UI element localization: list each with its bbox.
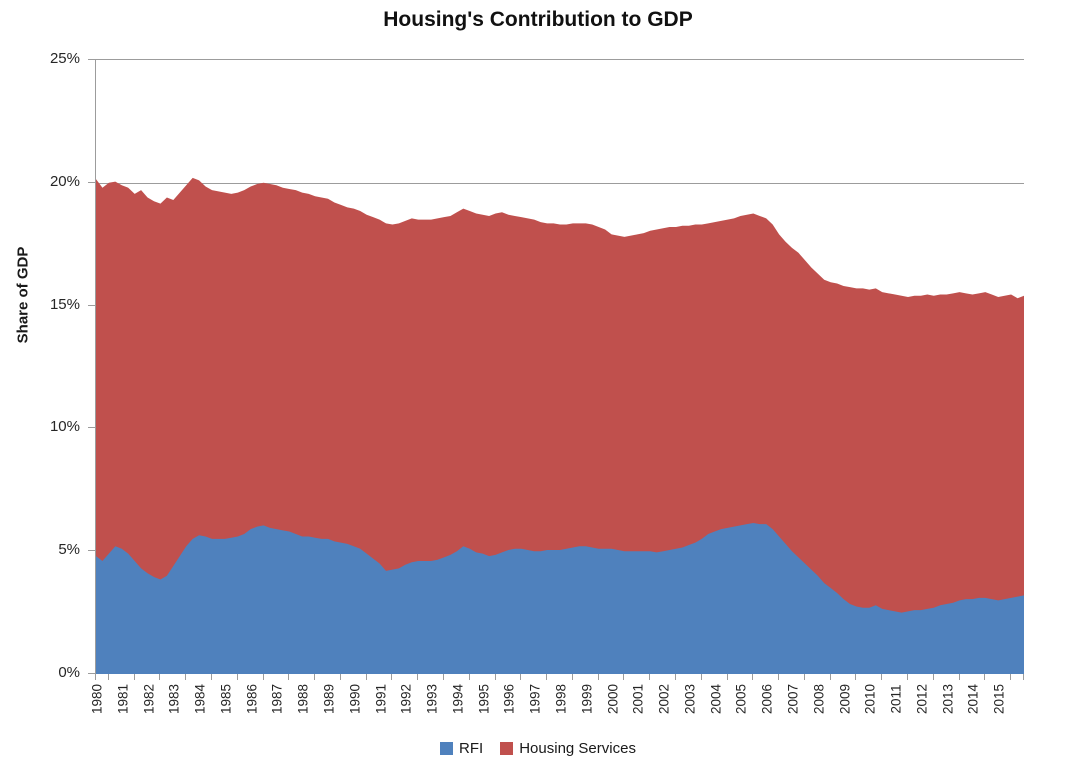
y-tick <box>88 59 95 60</box>
x-tick <box>314 674 316 680</box>
x-tick-label-1989: 1989 <box>321 683 337 715</box>
x-tick <box>494 674 496 680</box>
x-tick-label-2007: 2007 <box>785 683 801 715</box>
x-tick <box>133 674 135 680</box>
x-tick-label-1980: 1980 <box>89 683 105 715</box>
x-tick-label-1994: 1994 <box>450 683 466 715</box>
plot-area <box>95 59 1024 674</box>
chart-title: Housing's Contribution to GDP <box>383 8 693 31</box>
x-tick <box>159 674 161 680</box>
x-tick <box>855 674 857 680</box>
x-tick <box>958 674 960 680</box>
y-tick-label-10pct: 10% <box>49 418 80 436</box>
legend: RFI Housing Services <box>0 738 1076 758</box>
x-tick <box>623 674 625 680</box>
x-tick-label-2003: 2003 <box>682 683 698 715</box>
x-tick <box>262 674 264 680</box>
x-tick-label-2015: 2015 <box>991 683 1007 715</box>
x-tick-label-1999: 1999 <box>579 683 595 715</box>
y-tick <box>88 427 95 429</box>
x-tick <box>288 674 290 680</box>
x-tick <box>546 674 548 680</box>
x-tick-label-1988: 1988 <box>295 683 311 715</box>
legend-label: RFI <box>459 739 484 757</box>
legend-swatch-rfi <box>440 741 454 755</box>
gridline-20pct <box>96 182 1024 184</box>
x-tick <box>597 674 599 680</box>
x-tick-label-2010: 2010 <box>862 683 878 715</box>
x-tick-label-2013: 2013 <box>940 683 956 715</box>
x-tick-label-2014: 2014 <box>965 683 981 715</box>
y-tick <box>88 181 95 183</box>
x-tick-label-2000: 2000 <box>605 683 621 715</box>
x-tick <box>778 674 780 680</box>
x-tick <box>236 674 238 680</box>
x-tick <box>365 674 367 680</box>
x-tick-label-2012: 2012 <box>914 683 930 715</box>
x-tick <box>1023 674 1024 680</box>
x-tick <box>675 674 676 680</box>
legend-item-rfi: RFI <box>440 740 483 757</box>
y-tick-label-5pct: 5% <box>58 541 80 559</box>
x-tick-label-2006: 2006 <box>759 683 775 715</box>
x-tick <box>700 674 702 680</box>
x-tick <box>211 674 212 680</box>
legend-item-housing-services: Housing Services <box>500 740 636 757</box>
x-tick <box>95 674 96 680</box>
x-tick-label-1993: 1993 <box>424 683 440 715</box>
x-tick-label-1984: 1984 <box>192 683 208 715</box>
y-tick <box>88 304 95 306</box>
x-tick-label-1985: 1985 <box>218 683 234 715</box>
x-tick <box>907 674 908 680</box>
x-tick <box>107 674 109 680</box>
x-tick <box>984 674 986 680</box>
x-tick <box>417 674 419 680</box>
x-tick-label-1982: 1982 <box>141 683 157 715</box>
x-tick <box>932 674 934 680</box>
x-tick <box>881 674 883 680</box>
x-tick-label-1986: 1986 <box>244 683 260 715</box>
x-tick-label-1995: 1995 <box>476 683 492 715</box>
x-tick <box>468 674 470 680</box>
x-tick-label-2009: 2009 <box>837 683 853 715</box>
y-tick <box>88 550 95 552</box>
x-tick-label-1981: 1981 <box>115 683 131 715</box>
x-tick-label-1987: 1987 <box>269 683 285 715</box>
x-tick-label-2008: 2008 <box>811 683 827 715</box>
stacked-area-chart <box>96 177 1024 674</box>
x-tick <box>649 674 651 680</box>
y-tick-label-15pct: 15% <box>49 295 80 313</box>
x-tick <box>185 674 187 680</box>
y-tick-label-20pct: 20% <box>49 172 80 190</box>
x-tick-label-2002: 2002 <box>656 683 672 715</box>
x-tick-label-1996: 1996 <box>501 683 517 715</box>
x-tick <box>571 674 573 680</box>
x-tick <box>829 674 831 680</box>
x-tick-label-2011: 2011 <box>888 684 904 714</box>
x-tick-label-1998: 1998 <box>553 683 569 715</box>
x-tick-label-1992: 1992 <box>398 683 414 715</box>
x-tick <box>752 674 754 680</box>
x-tick <box>803 674 805 680</box>
y-tick <box>88 673 95 674</box>
x-tick <box>1010 674 1012 680</box>
x-tick-label-1991: 1991 <box>373 683 389 715</box>
x-tick-label-1983: 1983 <box>166 683 182 715</box>
x-tick <box>520 674 522 680</box>
x-tick-label-2005: 2005 <box>733 683 749 715</box>
x-tick <box>443 674 444 680</box>
x-tick <box>391 674 393 680</box>
x-tick <box>339 674 341 680</box>
legend-label: Housing Services <box>519 739 636 757</box>
rfi-area <box>96 522 1024 674</box>
x-tick-label-1990: 1990 <box>347 683 363 715</box>
x-tick-label-2004: 2004 <box>708 683 724 715</box>
y-tick-label-25pct: 25% <box>49 50 80 67</box>
legend-swatch-housing-services <box>500 741 514 755</box>
y-tick-label-0pct: 0% <box>58 664 80 681</box>
x-tick-label-2001: 2001 <box>630 683 646 715</box>
x-tick-label-1997: 1997 <box>527 683 543 715</box>
x-tick <box>726 674 728 680</box>
